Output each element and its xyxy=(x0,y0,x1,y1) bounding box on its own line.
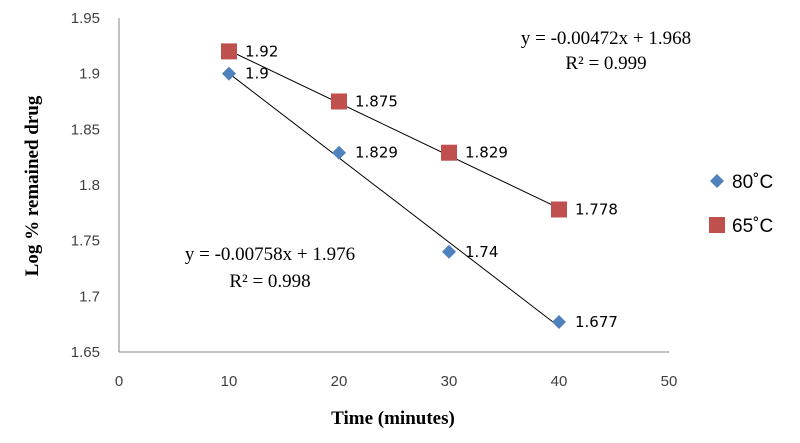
data-label-80c: 1.829 xyxy=(355,144,398,162)
axes xyxy=(118,18,669,353)
y-tick-label: 1.9 xyxy=(79,66,100,83)
r2-65c: R² = 0.999 xyxy=(565,53,646,74)
data-label-80c: 1.9 xyxy=(245,65,269,83)
legend-label-80c: 80˚C xyxy=(732,172,773,193)
data-labels: 1.9 1.829 1.74 1.677 1.92 1.875 1.829 1.778 xyxy=(245,42,618,331)
x-tick-labels: 0 10 20 30 40 50 xyxy=(115,373,678,390)
point-65c xyxy=(441,144,457,161)
trendline-65c xyxy=(228,50,560,209)
r2-80c: R² = 0.998 xyxy=(229,271,310,292)
point-80c xyxy=(222,66,236,81)
trendlines xyxy=(228,50,560,328)
x-tick-label: 10 xyxy=(221,373,238,390)
legend-marker-65c xyxy=(709,217,725,233)
y-tick-label: 1.7 xyxy=(79,288,100,305)
data-label-65c: 1.778 xyxy=(575,200,618,218)
x-tick-label: 50 xyxy=(661,373,678,390)
x-tick-label: 0 xyxy=(115,373,123,390)
x-tick-label: 40 xyxy=(551,373,568,390)
trendline-80c xyxy=(228,73,560,328)
point-65c xyxy=(331,93,347,110)
y-tick-label: 1.95 xyxy=(71,10,100,27)
data-label-65c: 1.875 xyxy=(355,93,398,111)
point-80c xyxy=(552,314,566,329)
x-tick-label: 20 xyxy=(331,373,348,390)
equation-65c: y = -0.00472x + 1.968 xyxy=(521,28,691,49)
point-65c xyxy=(551,201,567,218)
data-label-80c: 1.74 xyxy=(465,243,498,261)
y-tick-label: 1.85 xyxy=(71,121,100,138)
x-axis-title: Time (minutes) xyxy=(331,408,455,429)
x-tick-label: 30 xyxy=(441,373,458,390)
point-80c xyxy=(442,244,456,259)
data-label-80c: 1.677 xyxy=(575,313,618,331)
data-label-65c: 1.829 xyxy=(465,144,508,162)
point-80c xyxy=(332,145,346,160)
equation-80c: y = -0.00758x + 1.976 xyxy=(185,244,355,265)
y-tick-label: 1.8 xyxy=(79,177,100,194)
legend: 80˚C 65˚C xyxy=(709,172,773,237)
legend-marker-80c xyxy=(710,174,724,188)
y-tick-labels: 1.65 1.7 1.75 1.8 1.85 1.9 1.95 xyxy=(71,10,100,361)
legend-label-65c: 65˚C xyxy=(732,216,773,237)
data-points xyxy=(221,43,567,329)
data-label-65c: 1.92 xyxy=(245,42,278,60)
y-tick-label: 1.75 xyxy=(71,233,100,250)
y-axis-title: Log % remained drug xyxy=(22,95,43,276)
y-tick-label: 1.65 xyxy=(71,344,100,361)
point-65c xyxy=(221,43,237,60)
